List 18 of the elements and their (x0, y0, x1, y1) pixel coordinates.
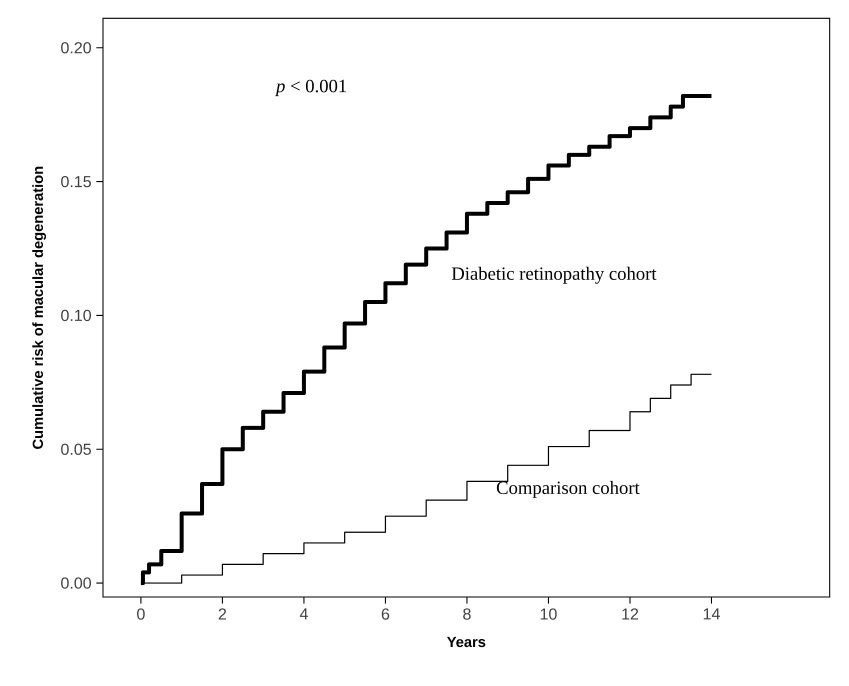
x-tick-label: 8 (463, 608, 471, 620)
y-tick-label: 0.20 (61, 42, 92, 54)
x-tick-label: 14 (704, 608, 720, 620)
y-axis-title: Cumulative risk of macular degeneration (32, 166, 46, 449)
y-tick-label: 0.05 (61, 444, 91, 455)
x-tick-label: 12 (622, 608, 638, 620)
annotation: p < 0.001 (274, 80, 346, 96)
x-tick-label: 2 (218, 608, 226, 620)
x-tick-label: 6 (382, 608, 390, 620)
y-tick-label: 0.15 (61, 176, 91, 188)
x-axis-title: Years (447, 636, 486, 648)
x-tick-label: 0 (137, 608, 145, 620)
y-tick-label: 0.00 (61, 577, 92, 589)
x-tick-label: 4 (300, 608, 308, 620)
y-tick-label: 0.10 (61, 310, 92, 322)
series-label: Diabetic retinopathy cohort (452, 266, 656, 284)
series-label: Comparison cohort (496, 480, 640, 498)
x-tick-label: 10 (540, 608, 557, 620)
